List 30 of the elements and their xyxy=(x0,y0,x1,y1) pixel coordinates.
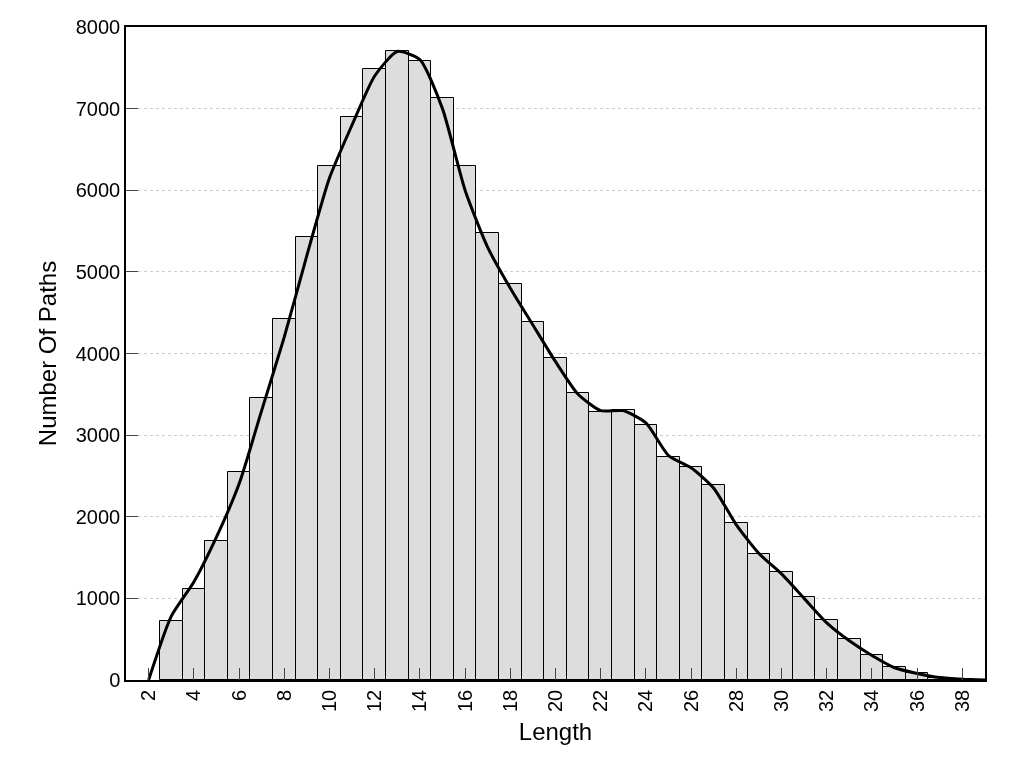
x-tick-label: 20 xyxy=(544,689,566,712)
x-tick-label: 18 xyxy=(498,689,521,712)
x-tick-label: 34 xyxy=(860,689,883,712)
y-tick-label: 8000 xyxy=(75,16,121,38)
x-tick-label: 4 xyxy=(182,689,205,701)
x-tick-label: 38 xyxy=(950,689,973,712)
x-axis-title: Length xyxy=(518,717,593,745)
x-tick-label: 8 xyxy=(272,689,295,701)
x-tick-label: 26 xyxy=(679,689,702,712)
x-tick-label: 24 xyxy=(634,689,657,712)
x-tick-label: 6 xyxy=(227,689,250,701)
y-tick-label: 7000 xyxy=(75,97,121,120)
x-tick-label: 2 xyxy=(137,689,160,701)
y-tick-label: 0 xyxy=(109,669,121,691)
x-tick-label: 28 xyxy=(724,689,747,712)
y-tick-label: 6000 xyxy=(75,179,121,202)
x-tick-label: 30 xyxy=(770,689,793,712)
x-tick-label: 22 xyxy=(589,689,612,712)
x-tick-label: 10 xyxy=(317,689,340,712)
x-tick-label: 12 xyxy=(363,689,386,712)
y-tick-label: 2000 xyxy=(75,505,121,528)
y-tick-label: 3000 xyxy=(75,424,121,447)
x-tick-label: 36 xyxy=(905,689,928,712)
x-tick-label: 14 xyxy=(408,689,431,712)
y-tick-label: 1000 xyxy=(75,587,121,610)
y-tick-label: 5000 xyxy=(75,260,121,283)
y-tick-label: 4000 xyxy=(75,342,121,365)
x-tick-label: 16 xyxy=(453,689,476,712)
y-axis-title: Number Of Paths xyxy=(34,260,62,447)
x-tick-label: 32 xyxy=(815,689,838,712)
